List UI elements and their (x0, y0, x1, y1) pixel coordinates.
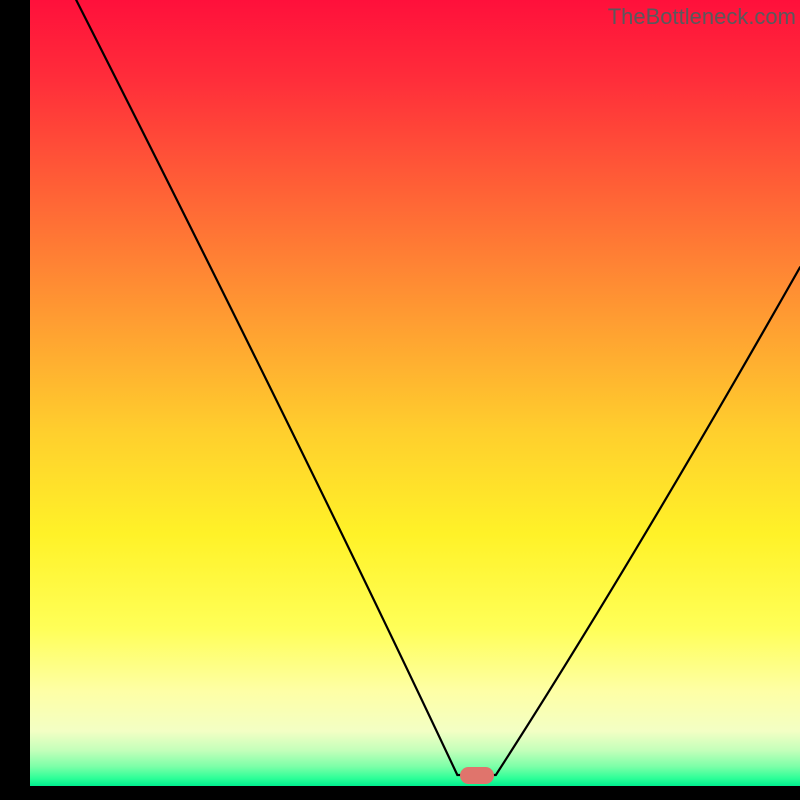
chart-frame: TheBottleneck.com (0, 0, 800, 800)
chart-svg (30, 0, 800, 786)
chart-plot-area (30, 0, 800, 786)
minimum-marker (460, 767, 494, 784)
chart-gradient-bg (30, 0, 800, 786)
watermark-label: TheBottleneck.com (608, 4, 796, 30)
